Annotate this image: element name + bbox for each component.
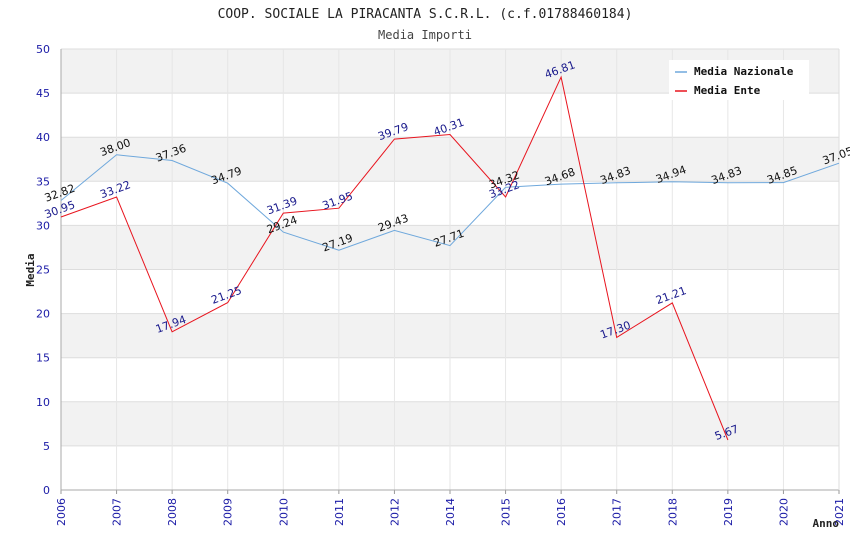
y-tick-label: 20 xyxy=(36,308,50,321)
y-tick-label: 15 xyxy=(36,352,50,365)
y-tick-label: 45 xyxy=(36,87,50,100)
x-tick-label: 2016 xyxy=(555,498,568,526)
x-tick-label: 2020 xyxy=(777,498,790,526)
y-tick-label: 35 xyxy=(36,175,50,188)
y-tick-label: 40 xyxy=(36,131,50,144)
x-tick-label: 2008 xyxy=(166,498,179,526)
legend-label: Media Ente xyxy=(694,84,761,97)
y-tick-label: 10 xyxy=(36,396,50,409)
y-tick-label: 50 xyxy=(36,43,50,56)
x-tick-label: 2019 xyxy=(722,498,735,526)
legend-box xyxy=(669,60,809,100)
legend: Media Nazionale Media Ente xyxy=(669,60,809,100)
x-tick-label: 2009 xyxy=(222,498,235,526)
series-line-media-ente xyxy=(60,75,729,441)
series-lines xyxy=(60,75,840,441)
chart-subtitle: Media Importi xyxy=(378,28,472,42)
chart-title: COOP. SOCIALE LA PIRACANTA S.C.R.L. (c.f… xyxy=(218,7,633,22)
legend-label: Media Nazionale xyxy=(694,65,794,78)
x-tick-label: 2011 xyxy=(333,498,346,526)
y-tick-labels: 0 5 10 15 20 25 30 35 40 45 50 xyxy=(36,43,50,497)
axes xyxy=(60,49,840,494)
x-tick-label: 2014 xyxy=(444,498,457,526)
y-axis-title: Media xyxy=(24,253,37,286)
series-line-media-nazionale xyxy=(60,154,840,251)
x-tick-labels: 2006 2007 2008 2009 2010 2011 2012 2014 2015 2016… xyxy=(55,498,846,526)
x-tick-label: 2017 xyxy=(611,498,624,526)
y-tick-label: 30 xyxy=(36,219,50,232)
x-tick-label: 2018 xyxy=(666,498,679,526)
x-tick-label: 2012 xyxy=(388,498,401,526)
y-tick-label: 0 xyxy=(43,484,50,497)
x-tick-label: 2015 xyxy=(500,498,513,526)
x-axis-title: Anno xyxy=(813,517,840,530)
y-tick-label: 5 xyxy=(43,440,50,453)
x-tick-label: 2007 xyxy=(111,498,124,526)
x-tick-label: 2006 xyxy=(55,498,68,526)
x-tick-label: 2010 xyxy=(277,498,290,526)
x-tick-label: 2021 xyxy=(833,498,846,526)
y-tick-label: 25 xyxy=(36,264,50,277)
